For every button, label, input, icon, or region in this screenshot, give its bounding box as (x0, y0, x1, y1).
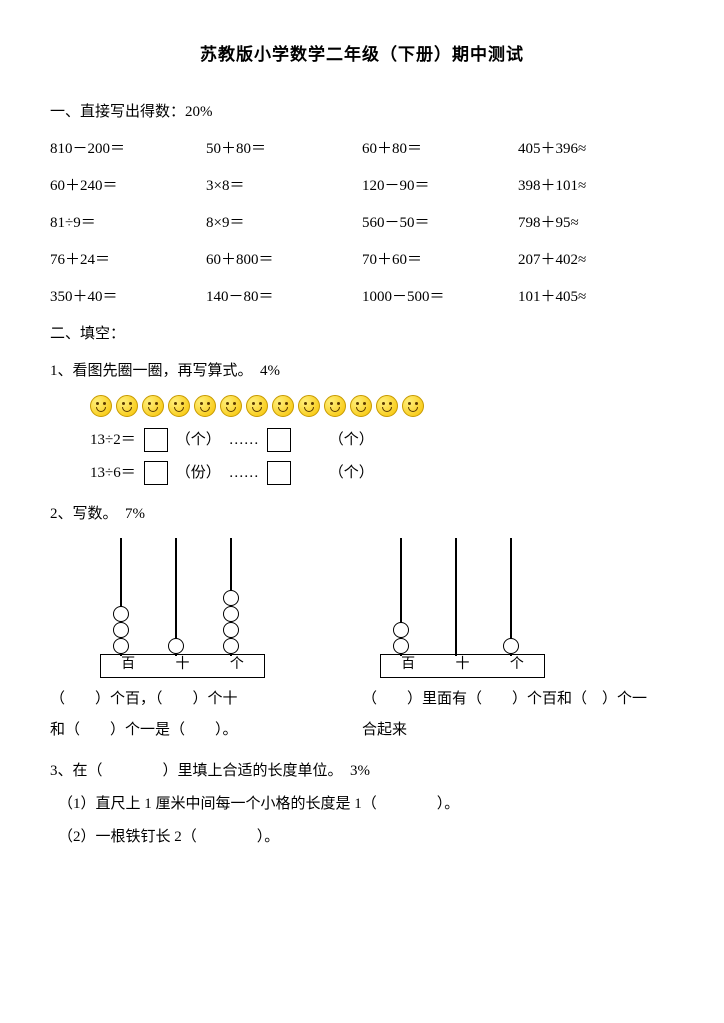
smiley-icon (116, 395, 138, 417)
calc-cell: 8×9＝ (206, 210, 362, 237)
abacus-bead (168, 638, 184, 654)
page-title: 苏教版小学数学二年级（下册）期中测试 (50, 40, 674, 71)
smiley-icon (90, 395, 112, 417)
abacus-bead (113, 638, 129, 654)
q2-desc1b: 和（ ）个一是（ ）。 (50, 717, 362, 744)
calc-cell: 120－90＝ (362, 173, 518, 200)
calc-cell: 70＋60＝ (362, 247, 518, 274)
smiley-icon (272, 395, 294, 417)
calc-cell: 3×8＝ (206, 173, 362, 200)
calc-cell: 60＋80＝ (362, 136, 518, 163)
calc-cell: 398＋101≈ (518, 173, 674, 200)
calc-cell: 76＋24＝ (50, 247, 206, 274)
calc-row: 350＋40＝140－80＝1000－500＝101＋405≈ (50, 284, 674, 311)
q2-desc2a: （ ）里面有（ ）个百和（ ）个一 (362, 686, 674, 713)
smiley-icon (142, 395, 164, 417)
smiley-icon (350, 395, 372, 417)
abacus-bead (503, 638, 519, 654)
eq2-unit2: （个） (329, 460, 374, 487)
smiley-icon (324, 395, 346, 417)
smiley-icon (298, 395, 320, 417)
calc-cell: 560－50＝ (362, 210, 518, 237)
q3-line1: （1）直尺上 1 厘米中间每一个小格的长度是 1（ ）。 (58, 791, 674, 818)
abacus-bead (223, 590, 239, 606)
q2-desc2b: 合起来 (362, 717, 674, 744)
eq2-left: 13÷6＝ (90, 460, 136, 487)
calc-cell: 405＋396≈ (518, 136, 674, 163)
calc-cell: 101＋405≈ (518, 284, 674, 311)
calc-cell: 810－200＝ (50, 136, 206, 163)
calc-row: 81÷9＝8×9＝560－50＝798＋95≈ (50, 210, 674, 237)
label-shi: 十 (435, 655, 489, 677)
eq2-unit1: （份） (176, 460, 221, 487)
answer-box[interactable] (267, 461, 291, 485)
answer-box[interactable] (144, 428, 168, 452)
smiley-icon (246, 395, 268, 417)
calc-cell: 60＋240＝ (50, 173, 206, 200)
abacus-bead (393, 622, 409, 638)
smiley-icon (220, 395, 242, 417)
answer-box[interactable] (267, 428, 291, 452)
section-2-heading: 二、填空： (50, 321, 674, 348)
abacus-bead (223, 606, 239, 622)
eq2-dots: …… (229, 460, 259, 487)
calc-cell: 207＋402≈ (518, 247, 674, 274)
abacus-bead (393, 638, 409, 654)
abacus-bead (113, 622, 129, 638)
calc-cell: 140－80＝ (206, 284, 362, 311)
q3-prompt: 3、在（ ）里填上合适的长度单位。 3% (50, 758, 674, 785)
label-bai: 百 (101, 655, 155, 677)
calc-cell: 50＋80＝ (206, 136, 362, 163)
abacus-base: 百 十 个 (380, 654, 545, 678)
answer-box[interactable] (144, 461, 168, 485)
eq1-unit1: （个） (176, 427, 221, 454)
calc-row: 60＋240＝3×8＝120－90＝398＋101≈ (50, 173, 674, 200)
eq1-dots: …… (229, 427, 259, 454)
q2-prompt: 2、写数。 7% (50, 501, 674, 528)
q1-eq2: 13÷6＝ （份） …… （个） (90, 460, 674, 487)
abacus-2: 百 十 个 (370, 538, 540, 678)
smiley-row (90, 395, 674, 417)
abacus-1: 百 十 个 (90, 538, 260, 678)
calc-row: 76＋24＝60＋800＝70＋60＝207＋402≈ (50, 247, 674, 274)
eq1-unit2: （个） (329, 427, 374, 454)
q1-prompt: 1、看图先圈一圈，再写算式。 4% (50, 358, 674, 385)
abacus-bead (223, 638, 239, 654)
calc-cell: 81÷9＝ (50, 210, 206, 237)
q2-desc-row1: （ ）个百，（ ）个十 （ ）里面有（ ）个百和（ ）个一 (50, 686, 674, 713)
abacus-area: 百 十 个 百 十 个 (90, 538, 674, 678)
q2-desc1a: （ ）个百，（ ）个十 (50, 686, 362, 713)
smiley-icon (194, 395, 216, 417)
calc-cell: 60＋800＝ (206, 247, 362, 274)
smiley-icon (376, 395, 398, 417)
label-ge: 个 (210, 655, 264, 677)
calc-cell: 798＋95≈ (518, 210, 674, 237)
smiley-icon (168, 395, 190, 417)
label-shi: 十 (155, 655, 209, 677)
calc-table: 810－200＝50＋80＝60＋80＝405＋396≈60＋240＝3×8＝1… (50, 136, 674, 311)
abacus-bead (113, 606, 129, 622)
calc-cell: 350＋40＝ (50, 284, 206, 311)
calc-cell: 1000－500＝ (362, 284, 518, 311)
smiley-icon (402, 395, 424, 417)
label-ge: 个 (490, 655, 544, 677)
q1-eq1: 13÷2＝ （个） …… （个） (90, 427, 674, 454)
label-bai: 百 (381, 655, 435, 677)
q3-line2: （2）一根铁钉长 2（ ）。 (58, 824, 674, 851)
q2-desc-row2: 和（ ）个一是（ ）。 合起来 (50, 717, 674, 744)
abacus-bead (223, 622, 239, 638)
section-1-heading: 一、直接写出得数：20% (50, 99, 674, 126)
calc-row: 810－200＝50＋80＝60＋80＝405＋396≈ (50, 136, 674, 163)
eq1-left: 13÷2＝ (90, 427, 136, 454)
abacus-base: 百 十 个 (100, 654, 265, 678)
